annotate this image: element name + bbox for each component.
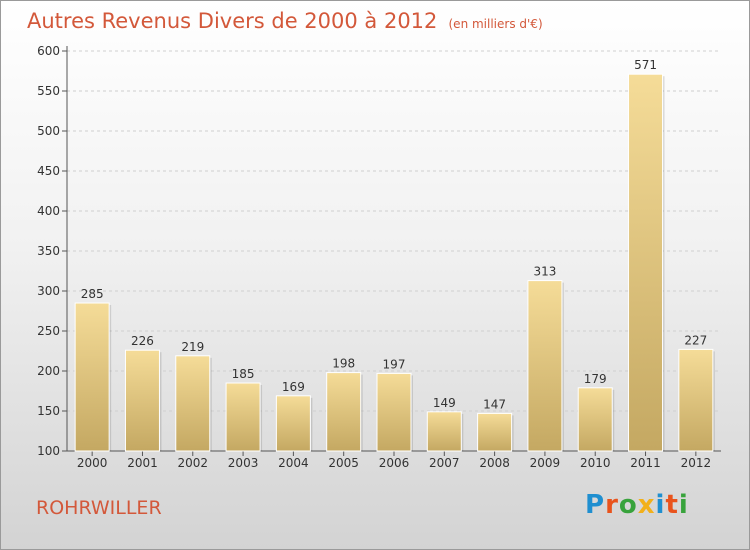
- bar: [175, 355, 211, 452]
- chart-subtitle: (en milliers d'€): [448, 17, 543, 31]
- data-label: 185: [232, 367, 255, 381]
- x-tick-label: 2003: [228, 456, 259, 470]
- data-label: 147: [483, 397, 506, 411]
- x-tick-label: 2002: [177, 456, 208, 470]
- bar: [426, 411, 462, 452]
- data-label: 197: [383, 357, 406, 371]
- y-tick-label: 350: [37, 244, 60, 258]
- bar: [577, 387, 613, 452]
- bar: [376, 372, 412, 452]
- bars: [74, 73, 715, 452]
- data-label: 227: [684, 333, 707, 347]
- data-label: 149: [433, 396, 456, 410]
- y-tick-label: 300: [37, 284, 60, 298]
- y-tick-label: 600: [37, 44, 60, 58]
- x-tick-label: 2012: [681, 456, 712, 470]
- y-tick-label: 100: [37, 444, 60, 458]
- x-tick-label: 2004: [278, 456, 309, 470]
- y-tick-label: 250: [37, 324, 60, 338]
- x-tick-label: 2007: [429, 456, 460, 470]
- y-tick-label: 450: [37, 164, 60, 178]
- x-tick-label: 2006: [379, 456, 410, 470]
- bar: [74, 302, 110, 452]
- proxiti-logo: Proxiti: [585, 490, 689, 520]
- data-label: 313: [533, 265, 556, 279]
- x-tick-label: 2011: [630, 456, 661, 470]
- data-label: 169: [282, 380, 305, 394]
- x-tick-label: 2005: [328, 456, 359, 470]
- data-labels: 285 226 219 185 169 198 197 149 147 313 179 571 227: [81, 58, 708, 411]
- x-tick-label: 2010: [580, 456, 611, 470]
- bar: [527, 280, 563, 452]
- x-tick-label: 2001: [127, 456, 158, 470]
- data-label: 179: [584, 372, 607, 386]
- data-label: 198: [332, 357, 355, 371]
- data-label: 571: [634, 58, 657, 72]
- bar: [477, 412, 513, 452]
- y-tick-label: 500: [37, 124, 60, 138]
- x-tick-label: 2000: [77, 456, 108, 470]
- bar: [225, 382, 261, 452]
- x-tick-label: 2008: [479, 456, 510, 470]
- chart-title-block: Autres Revenus Divers de 2000 à 2012 (en…: [27, 9, 543, 33]
- chart-title: Autres Revenus Divers de 2000 à 2012: [27, 9, 438, 33]
- x-tick-label: 2009: [530, 456, 561, 470]
- commune-name: ROHRWILLER: [36, 497, 162, 519]
- bar: [678, 348, 714, 452]
- y-tick-label: 150: [37, 404, 60, 418]
- y-tick-label: 400: [37, 204, 60, 218]
- y-tick-label: 200: [37, 364, 60, 378]
- data-label: 285: [81, 287, 104, 301]
- axes: 100 150 200 250 300 350 400 450 500 550 600 2000 200…: [37, 44, 721, 470]
- bar: [326, 372, 362, 452]
- bar: [124, 349, 160, 452]
- data-label: 219: [181, 340, 204, 354]
- bar: [628, 73, 664, 452]
- y-tick-label: 550: [37, 84, 60, 98]
- data-label: 226: [131, 334, 154, 348]
- bar: [275, 395, 311, 452]
